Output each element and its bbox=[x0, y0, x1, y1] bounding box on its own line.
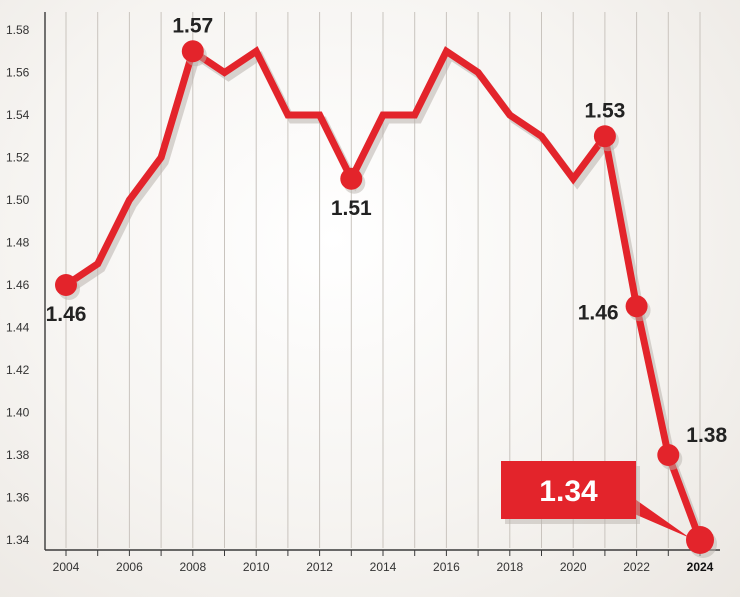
data-label-2023: 1.38 bbox=[686, 424, 727, 447]
data-point-2022 bbox=[625, 295, 648, 318]
data-label-2008: 1.57 bbox=[172, 14, 213, 37]
data-point-2004 bbox=[55, 274, 77, 296]
data-label-2004: 1.46 bbox=[46, 303, 87, 326]
callout-box bbox=[501, 461, 636, 519]
x-tick-label: 2012 bbox=[306, 560, 333, 574]
y-tick-label: 1.58 bbox=[6, 23, 30, 37]
data-point-2023 bbox=[657, 444, 680, 466]
axes bbox=[44, 12, 720, 556]
value-callout: 1.34 bbox=[501, 461, 690, 538]
series-line bbox=[64, 45, 704, 542]
y-tick-label: 1.50 bbox=[6, 193, 30, 207]
series bbox=[64, 45, 708, 547]
callout-value: 1.34 bbox=[539, 475, 598, 508]
data-point-2013 bbox=[340, 167, 363, 190]
y-tick-label: 1.44 bbox=[6, 321, 30, 335]
x-tick-label: 2018 bbox=[496, 560, 523, 574]
x-tick-label: 2016 bbox=[433, 560, 460, 574]
y-tick-label: 1.48 bbox=[6, 236, 30, 250]
x-tick-label: 2008 bbox=[179, 560, 206, 574]
data-points bbox=[55, 40, 717, 558]
y-tick-labels: 1.34 1.36 1.38 1.40 1.42 1.44 1.46 1.48 1.50 1.52… bbox=[6, 23, 30, 547]
y-tick-label: 1.54 bbox=[6, 108, 30, 122]
data-label-2022: 1.46 bbox=[578, 301, 619, 324]
x-tick-label: 2004 bbox=[53, 560, 80, 574]
x-tick-label: 2024 bbox=[687, 560, 714, 574]
y-tick-label: 1.52 bbox=[6, 151, 30, 165]
y-tick-label: 1.56 bbox=[6, 66, 30, 80]
series-line-shadow bbox=[68, 50, 708, 547]
callout-pointer bbox=[632, 497, 690, 538]
x-tick-labels: 2004 2006 2008 2010 2012 2014 2016 2018 2020 2022… bbox=[53, 560, 714, 574]
data-label-2013: 1.51 bbox=[331, 197, 372, 220]
data-label-2021: 1.53 bbox=[584, 99, 625, 122]
x-tick-label: 2006 bbox=[116, 560, 143, 574]
y-tick-label: 1.42 bbox=[6, 363, 30, 377]
x-tick-label: 2022 bbox=[623, 560, 650, 574]
data-point-2008 bbox=[181, 40, 204, 63]
y-tick-label: 1.38 bbox=[6, 448, 30, 462]
data-point-2021 bbox=[593, 125, 616, 148]
y-tick-label: 1.34 bbox=[6, 533, 30, 547]
x-tick-label: 2014 bbox=[370, 560, 397, 574]
y-tick-label: 1.46 bbox=[6, 278, 30, 292]
data-labels: 1.46 1.57 1.51 1.53 1.46 1.38 bbox=[46, 14, 728, 447]
x-tick-label: 2010 bbox=[243, 560, 270, 574]
y-tick-label: 1.40 bbox=[6, 406, 30, 420]
data-point-2024 bbox=[686, 526, 714, 554]
grid-lines bbox=[65, 12, 701, 548]
y-tick-label: 1.36 bbox=[6, 491, 30, 505]
x-tick-label: 2020 bbox=[560, 560, 587, 574]
